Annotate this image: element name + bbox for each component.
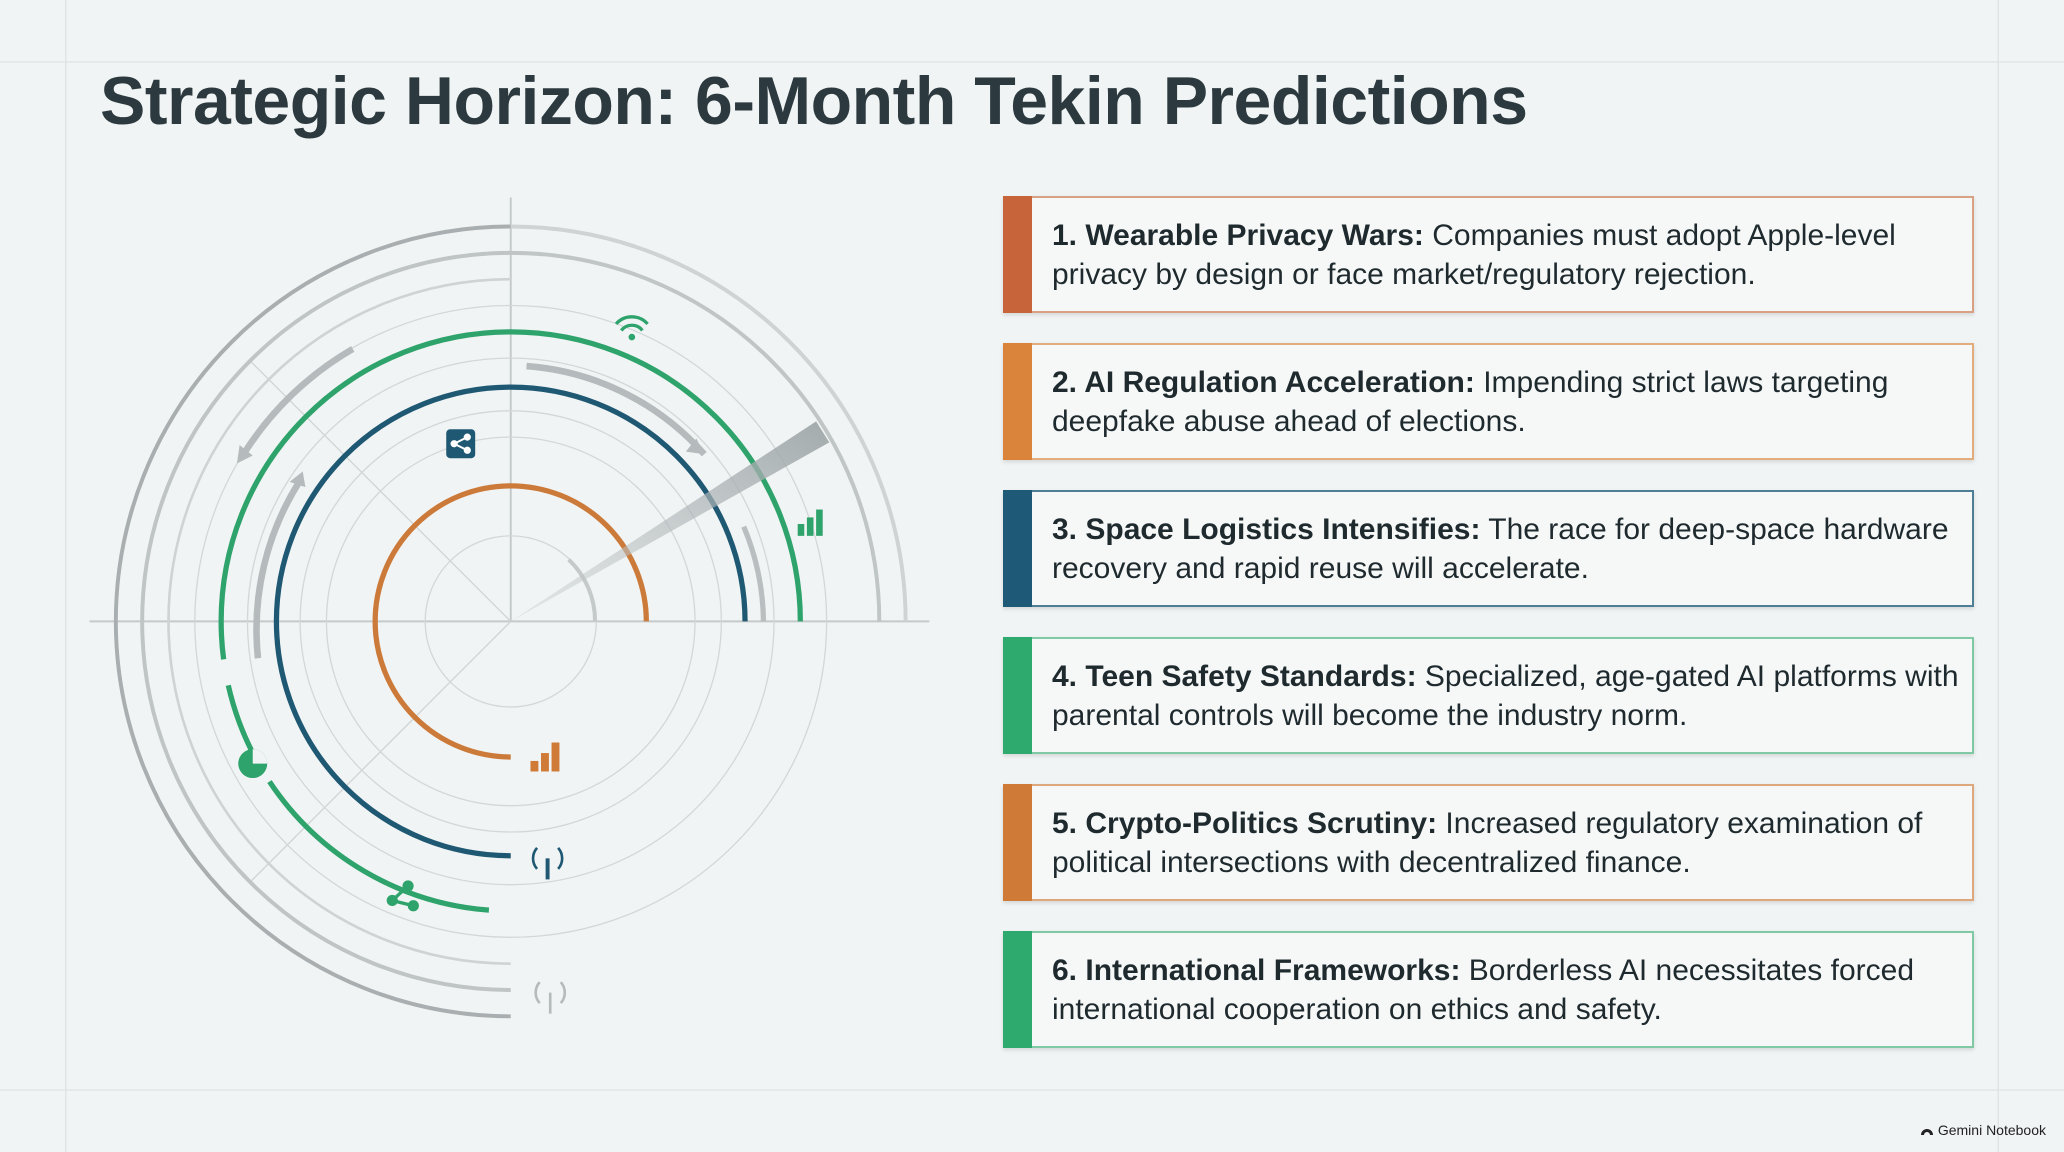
card-text: 6. International Frameworks: Borderless … — [1052, 951, 1960, 1029]
slide-title: Strategic Horizon: 6-Month Tekin Predict… — [100, 63, 1528, 139]
brand-icon — [1920, 1129, 1933, 1135]
card-label: 3. Space Logistics Intensifies: — [1052, 512, 1481, 546]
card-text: 4. Teen Safety Standards: Specialized, a… — [1052, 657, 1960, 735]
card-text: 3. Space Logistics Intensifies: The race… — [1052, 510, 1960, 588]
card-label: 6. International Frameworks: — [1052, 953, 1461, 987]
brand-name: Gemini Notebook — [1937, 1122, 2046, 1138]
prediction-card: 5. Crypto-Politics Scrutiny: Increased r… — [1003, 784, 1974, 901]
card-body: Borderless AI necessitates forced intern… — [1052, 953, 1915, 1026]
card-body: Impending strict laws targeting deepfake… — [1052, 365, 1889, 438]
prediction-card: 2. AI Regulation Acceleration: Impending… — [1003, 343, 1974, 460]
card-label: 4. Teen Safety Standards: — [1052, 659, 1417, 693]
card-body: Companies must adopt Apple-level privacy… — [1052, 218, 1896, 291]
prediction-card: 3. Space Logistics Intensifies: The race… — [1003, 490, 1974, 607]
card-text: 2. AI Regulation Acceleration: Impending… — [1052, 363, 1960, 441]
card-label: 1. Wearable Privacy Wars: — [1052, 218, 1424, 252]
card-body: Specialized, age-gated AI platforms with… — [1052, 659, 1959, 732]
card-label: 5. Crypto-Politics Scrutiny: — [1052, 806, 1438, 840]
card-text: 1. Wearable Privacy Wars: Companies must… — [1052, 216, 1960, 294]
prediction-card: 1. Wearable Privacy Wars: Companies must… — [1003, 196, 1974, 313]
card-body: Increased regulatory examination of poli… — [1052, 806, 1923, 879]
prediction-card: 6. International Frameworks: Borderless … — [1003, 931, 1974, 1048]
prediction-card: 4. Teen Safety Standards: Specialized, a… — [1003, 637, 1974, 754]
card-body: The race for deep-space hardware recover… — [1052, 512, 1949, 585]
card-text: 5. Crypto-Politics Scrutiny: Increased r… — [1052, 804, 1960, 882]
card-label: 2. AI Regulation Acceleration: — [1052, 365, 1475, 399]
footer: Gemini Notebook — [1920, 1122, 2046, 1138]
